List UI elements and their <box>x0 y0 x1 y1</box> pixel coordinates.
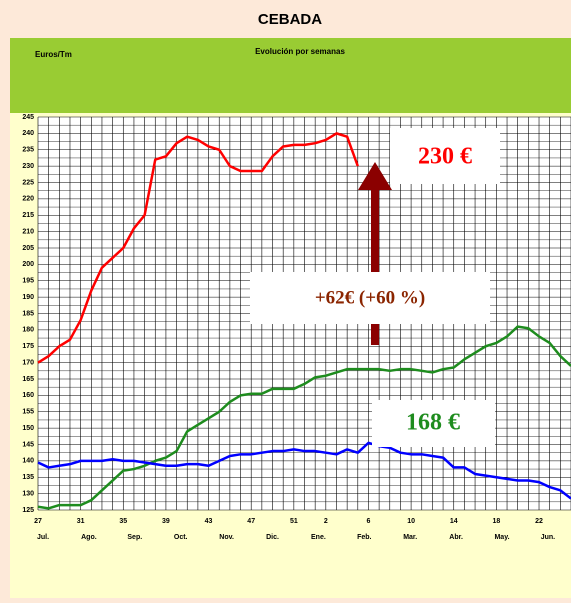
y-tick-label: 170 <box>22 359 34 366</box>
month-label: Nov. <box>219 534 234 541</box>
y-tick-label: 150 <box>22 425 34 432</box>
y-tick-label: 135 <box>22 474 34 481</box>
month-label: Ene. <box>311 534 326 541</box>
y-tick-label: 175 <box>22 343 34 350</box>
month-label: Oct. <box>174 534 188 541</box>
month-label: Ago. <box>81 534 97 541</box>
series-line <box>37 325 571 510</box>
annotations: 230 € +62€ (+60 %) 168 € <box>250 128 500 447</box>
annotation: 168 € <box>406 410 460 436</box>
y-tick-label: 125 <box>22 507 34 514</box>
series-line <box>37 132 359 364</box>
y-tick-label: 190 <box>22 294 34 301</box>
x-tick-label: 51 <box>290 518 298 525</box>
y-tick-label: 155 <box>22 409 34 416</box>
month-label: Dic. <box>266 534 279 541</box>
x-tick-label: 27 <box>34 518 42 525</box>
annotation: +62€ (+60 %) <box>315 287 425 308</box>
y-tick-label: 140 <box>22 458 34 465</box>
y-tick-label: 145 <box>22 441 34 448</box>
y-tick-label: 195 <box>22 278 34 285</box>
y-tick-label: 235 <box>22 147 34 154</box>
month-label: May. <box>494 534 509 541</box>
y-tick-label: 210 <box>22 228 34 235</box>
y-tick-label: 220 <box>22 196 34 203</box>
y-axis-label: Euros/Tm <box>35 50 72 59</box>
x-tick-label: 35 <box>119 518 127 525</box>
x-tick-label: 43 <box>205 518 213 525</box>
header-band <box>10 38 571 113</box>
arrow <box>358 162 392 345</box>
y-tick-label: 230 <box>22 163 34 170</box>
annotation: 230 € <box>418 144 472 170</box>
month-label: Sep. <box>127 534 142 541</box>
month-label: Jul. <box>37 534 49 541</box>
y-tick-label: 130 <box>22 490 34 497</box>
x-tick-label: 2 <box>324 518 328 525</box>
series-line <box>37 441 571 500</box>
y-tick-label: 215 <box>22 212 34 219</box>
annotation-box <box>390 128 500 184</box>
y-tick-label: 185 <box>22 310 34 317</box>
x-tick-label: 18 <box>492 518 500 525</box>
x-tick-label: 6 <box>367 518 371 525</box>
x-tick-label: 31 <box>77 518 85 525</box>
lines <box>37 132 571 510</box>
month-label: Mar. <box>403 534 417 541</box>
month-label: Abr. <box>449 534 463 541</box>
annotation-box <box>372 400 495 447</box>
chart-subtitle: Evolución por semanas <box>255 47 345 56</box>
y-tick-label: 165 <box>22 376 34 383</box>
month-label: Feb. <box>357 534 371 541</box>
y-tick-label: 240 <box>22 130 34 137</box>
y-tick-label: 200 <box>22 261 34 268</box>
x-tick-label: 22 <box>535 518 543 525</box>
x-tick-label: 47 <box>247 518 255 525</box>
y-tick-label: 225 <box>22 179 34 186</box>
y-tick-label: 160 <box>22 392 34 399</box>
x-tick-label: 10 <box>407 518 415 525</box>
annotation-box <box>250 272 490 324</box>
y-tick-label: 205 <box>22 245 34 252</box>
y-tick-label: 180 <box>22 327 34 334</box>
x-tick-label: 39 <box>162 518 170 525</box>
x-tick-label: 14 <box>450 518 458 525</box>
y-tick-label: 245 <box>22 114 34 121</box>
chart-title: CEBADA <box>258 11 322 28</box>
month-label: Jun. <box>541 534 555 541</box>
